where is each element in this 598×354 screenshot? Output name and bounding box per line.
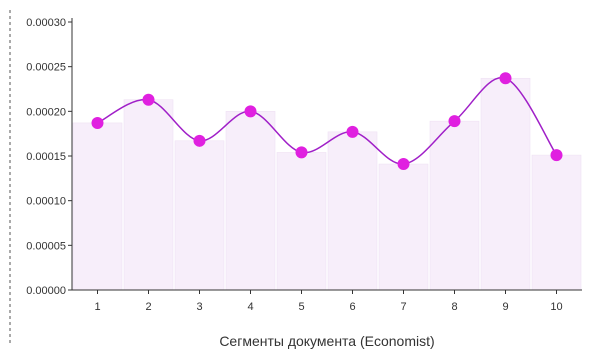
y-axis-ticks: 0.00000 0.00005 0.00010 0.00015 0.00020 0.000… xyxy=(26,17,72,297)
x-tick-label: 5 xyxy=(298,301,304,313)
x-tick-label: 3 xyxy=(196,301,202,313)
x-tick-label: 4 xyxy=(247,301,253,313)
y-tick-label: 0.00005 xyxy=(26,240,66,252)
data-point xyxy=(499,72,512,85)
x-tick-label: 6 xyxy=(349,301,355,313)
data-point xyxy=(397,158,410,171)
segment-band xyxy=(276,152,327,291)
axes xyxy=(9,10,582,346)
data-point xyxy=(91,116,104,129)
x-tick-label: 8 xyxy=(451,301,457,313)
segment-band xyxy=(123,99,174,291)
data-points xyxy=(91,72,563,171)
segment-band xyxy=(480,77,531,291)
x-axis-ticks: 1 2 3 4 5 6 7 8 9 10 xyxy=(94,290,563,313)
segment-band xyxy=(531,154,582,291)
y-tick-label: 0.00010 xyxy=(26,196,66,208)
data-point xyxy=(295,146,308,159)
x-tick-label: 7 xyxy=(400,301,406,313)
y-tick-label: 0.00020 xyxy=(26,106,66,118)
x-axis-title: Сегменты документа (Economist) xyxy=(219,333,434,349)
y-tick-label: 0.00030 xyxy=(26,17,66,29)
segment-band xyxy=(378,163,429,291)
segment-band xyxy=(174,140,225,291)
y-tick-label: 0.00000 xyxy=(26,285,66,297)
data-point xyxy=(142,93,155,106)
segment-band xyxy=(72,122,123,291)
segment-band xyxy=(327,131,378,291)
x-tick-label: 10 xyxy=(550,301,562,313)
segment-bands xyxy=(72,77,582,291)
x-tick-label: 9 xyxy=(502,301,508,313)
data-point xyxy=(346,125,359,138)
segment-band xyxy=(429,120,480,291)
series-line xyxy=(97,77,558,165)
y-tick-label: 0.00015 xyxy=(26,151,66,163)
x-tick-label: 1 xyxy=(94,301,100,313)
data-point xyxy=(448,115,461,128)
data-point xyxy=(244,105,257,118)
x-tick-label: 2 xyxy=(145,301,151,313)
data-point xyxy=(193,134,206,147)
data-point xyxy=(550,149,563,162)
segment-band xyxy=(225,111,276,291)
y-tick-label: 0.00025 xyxy=(26,62,66,74)
